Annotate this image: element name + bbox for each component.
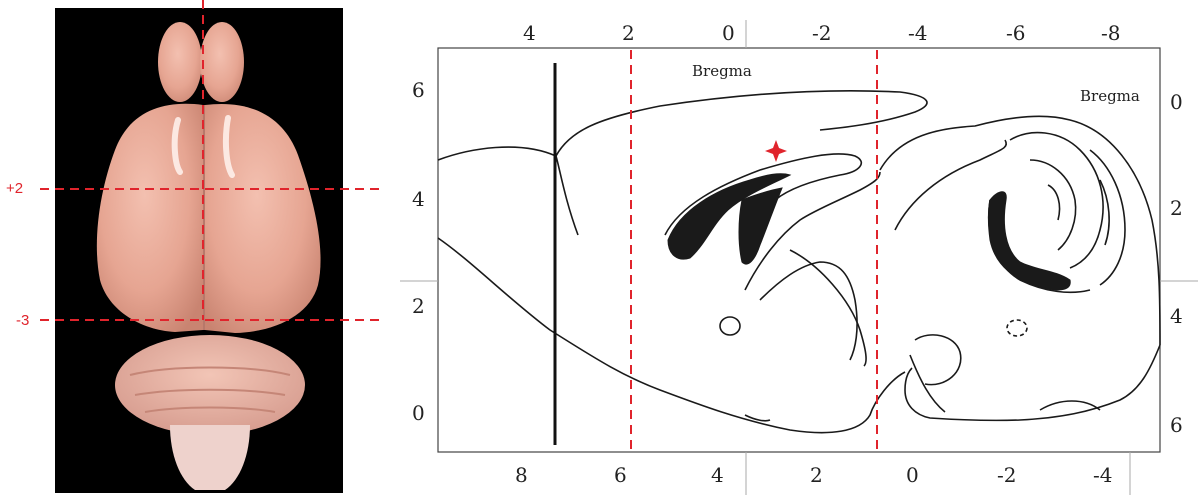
- section-label-plus2: +2: [6, 180, 23, 197]
- section-label-minus3: -3: [16, 312, 29, 329]
- bregma-label-top: Bregma: [692, 62, 752, 80]
- left-tick-label: 2: [412, 294, 425, 318]
- top-tick-label: -4: [908, 21, 927, 45]
- bottom-tick-label: 0: [906, 463, 919, 487]
- cerebellar-ventricle: [988, 191, 1071, 291]
- top-tick-label: -6: [1006, 21, 1025, 45]
- red-star-icon: [765, 140, 787, 162]
- right-tick-label: 2: [1170, 196, 1183, 220]
- bottom-tick-label: 4: [711, 463, 724, 487]
- bottom-tick-label: 6: [614, 463, 627, 487]
- lateral-ventricle: [667, 173, 792, 260]
- highlight-right: [222, 115, 235, 178]
- left-tick-label: 6: [412, 78, 425, 102]
- olfactory-bulb-left: [158, 22, 202, 102]
- olfactory-bulb-right: [200, 22, 244, 102]
- cerebellum: [115, 335, 305, 435]
- sagittal-brain-outline: [437, 89, 1161, 434]
- top-tick-label: 2: [622, 21, 635, 45]
- top-tick-label: 0: [722, 21, 735, 45]
- bottom-axis: 8 6 4 2 0 -2 -4: [515, 463, 1112, 487]
- atlas-frame: [437, 47, 1161, 453]
- bottom-tick-label: -2: [997, 463, 1016, 487]
- sagittal-atlas-panel: 4 2 0 -2 -4 -6 -8 8 6 4 2 0 -2 -4 6 4 2 …: [400, 20, 1198, 495]
- top-axis: 4 2 0 -2 -4 -6 -8: [523, 21, 1120, 45]
- bottom-tick-label: 8: [515, 463, 528, 487]
- top-tick-label: 4: [523, 21, 536, 45]
- right-tick-label: 4: [1170, 304, 1183, 328]
- ventricles: [667, 173, 1071, 291]
- left-tick-label: 0: [412, 401, 425, 425]
- brain-photo-panel: +2 -3: [6, 0, 382, 493]
- right-tick-label: 0: [1170, 90, 1183, 114]
- highlight-left: [171, 117, 183, 175]
- left-tick-label: 4: [412, 187, 425, 211]
- bottom-tick-label: -4: [1093, 463, 1112, 487]
- bottom-tick-label: 2: [810, 463, 823, 487]
- top-tick-label: -2: [812, 21, 831, 45]
- right-hemisphere: [205, 103, 321, 333]
- top-tick-label: -8: [1101, 21, 1120, 45]
- right-axis: 0 2 4 6: [1170, 90, 1183, 437]
- left-axis: 6 4 2 0: [412, 78, 425, 425]
- ventricle-extension: [738, 187, 783, 265]
- right-tick-label: 6: [1170, 413, 1183, 437]
- bregma-label-right: Bregma: [1080, 87, 1140, 105]
- cerebellum-folia: [129, 366, 291, 413]
- brainstem: [170, 425, 250, 490]
